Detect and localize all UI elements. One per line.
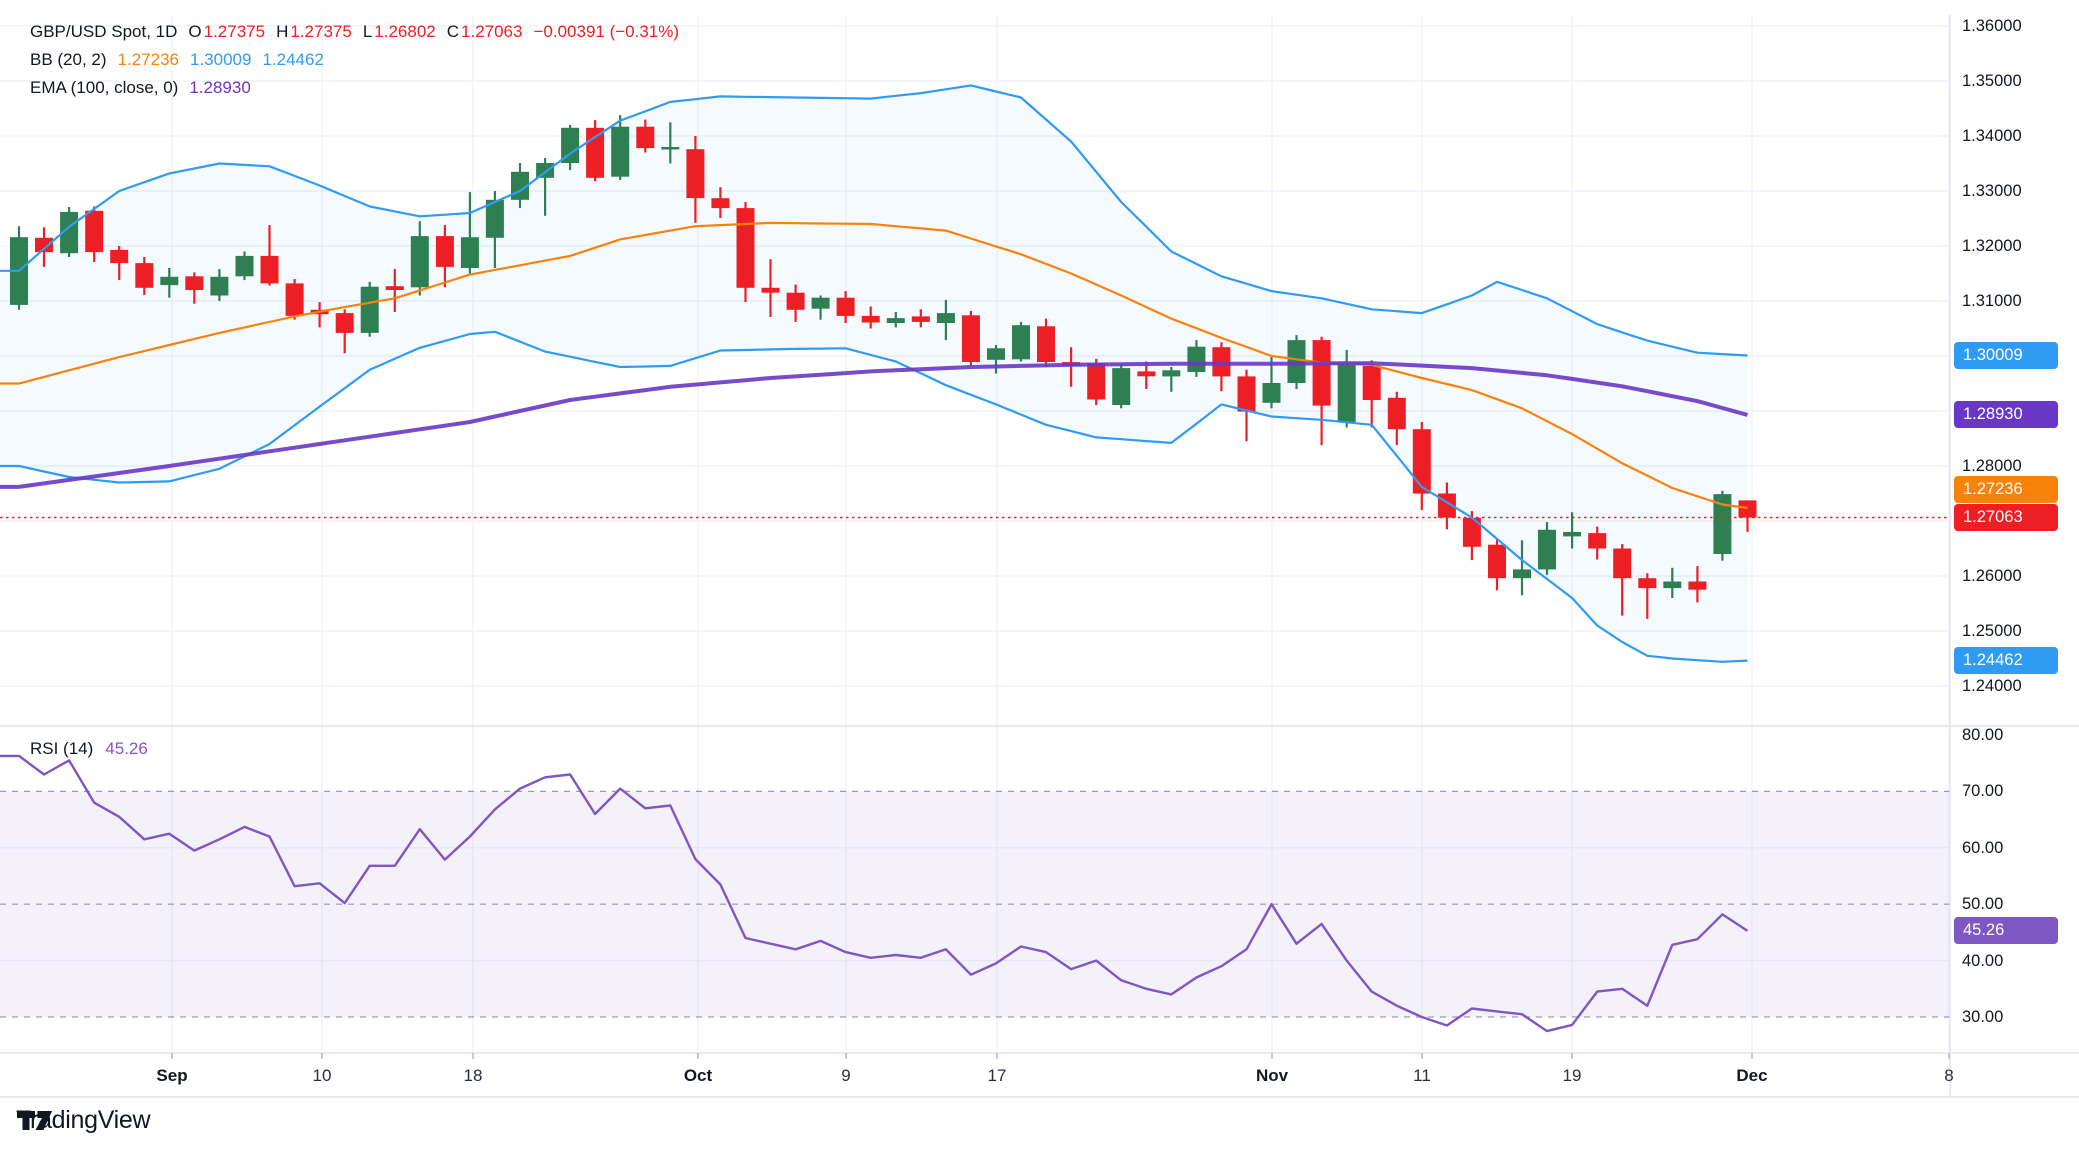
- ohlc-open: O 1.27375: [188, 22, 266, 41]
- price-axis-label: 1.31000: [1962, 292, 2022, 310]
- time-axis-label: 11: [1413, 1066, 1431, 1085]
- rsi-axis-label: 60.00: [1962, 838, 2004, 857]
- time-axis-label: Dec: [1736, 1066, 1768, 1085]
- bb-label: BB (20, 2): [30, 50, 107, 69]
- time-axis-label: 8: [1944, 1066, 1954, 1085]
- price-label-chip: 1.24462: [1954, 647, 2058, 675]
- price-axis-label: 1.24000: [1962, 677, 2022, 695]
- bb-lower-line: [0, 330, 1748, 663]
- rsi-axis-label: 30.00: [1962, 1008, 2004, 1026]
- legend-bb-row: BB (20, 2) 1.27236 1.30009 1.24462: [30, 46, 679, 74]
- bb-upper-line: [0, 84, 1748, 357]
- candles: [10, 115, 1757, 619]
- tradingview-logo-icon: [17, 1111, 52, 1130]
- ema-label: EMA (100, close, 0): [30, 78, 179, 97]
- time-axis-label: Oct: [683, 1066, 713, 1085]
- price-axis-label: 1.25000: [1962, 622, 2022, 640]
- price-label-chip: 1.27063: [1954, 504, 2058, 532]
- bb-lower-value: 1.24462: [262, 50, 324, 69]
- price-axis-label: 1.36000: [1962, 17, 2022, 35]
- bb-basis-value: 1.27236: [117, 50, 179, 69]
- price-axis-label: 1.34000: [1962, 127, 2022, 145]
- ema-line: [0, 361, 1749, 489]
- time-axis-label: 9: [841, 1066, 851, 1085]
- ohlc-close: C 1.27063: [446, 22, 523, 41]
- legend: GBP/USD Spot, 1D O 1.27375 H 1.27375 L 1…: [30, 18, 679, 102]
- bb-upper-value: 1.30009: [190, 50, 252, 69]
- rsi-axis-label: 70.00: [1962, 782, 2004, 801]
- price-axis-label: 1.35000: [1962, 72, 2022, 90]
- change-value: −0.00391 (−0.31%): [533, 22, 680, 41]
- legend-symbol-row: GBP/USD Spot, 1D O 1.27375 H 1.27375 L 1…: [30, 18, 679, 46]
- price-axis-label: 1.28000: [1962, 457, 2022, 475]
- time-axis-label: 10: [312, 1066, 332, 1085]
- legend-rsi-row: RSI (14) 45.26: [30, 736, 148, 762]
- rsi-axis-label: 80.00: [1962, 726, 2004, 744]
- rsi-axis-label: 50.00: [1962, 895, 2004, 914]
- price-axis-label: 1.33000: [1962, 182, 2022, 200]
- legend-ema-row: EMA (100, close, 0) 1.28930: [30, 74, 679, 102]
- ema-value: 1.28930: [189, 78, 251, 97]
- rsi-line: [0, 754, 1749, 1033]
- tradingview-attribution[interactable]: TradingView: [16, 1106, 151, 1135]
- time-axis-label: 17: [987, 1066, 1007, 1085]
- bb-band-fill: [0, 85, 1748, 662]
- gridlines: [0, 15, 1950, 1053]
- time-axis-label: Nov: [1255, 1066, 1289, 1085]
- bb-basis-line: [0, 221, 1748, 510]
- rsi-axis-label: 40.00: [1962, 951, 2004, 970]
- rsi-value: 45.26: [105, 739, 148, 758]
- rsi-label: RSI (14): [30, 739, 94, 758]
- rsi-label-chip: 45.26: [1954, 917, 2058, 945]
- time-axis-label: Sep: [156, 1066, 188, 1085]
- symbol-title: GBP/USD Spot, 1D: [30, 22, 178, 41]
- price-label-chip: 1.27236: [1954, 475, 2058, 503]
- price-label-chip: 1.30009: [1954, 342, 2058, 369]
- ohlc-high: H 1.27375: [276, 22, 352, 41]
- price-axis-label: 1.32000: [1962, 237, 2022, 255]
- ohlc-low: L 1.26802: [362, 22, 436, 41]
- time-axis-label: 18: [463, 1066, 483, 1085]
- time-axis-label: 19: [1562, 1066, 1582, 1085]
- price-axis-label: 1.26000: [1962, 567, 2022, 585]
- price-label-chip: 1.28930: [1954, 401, 2058, 429]
